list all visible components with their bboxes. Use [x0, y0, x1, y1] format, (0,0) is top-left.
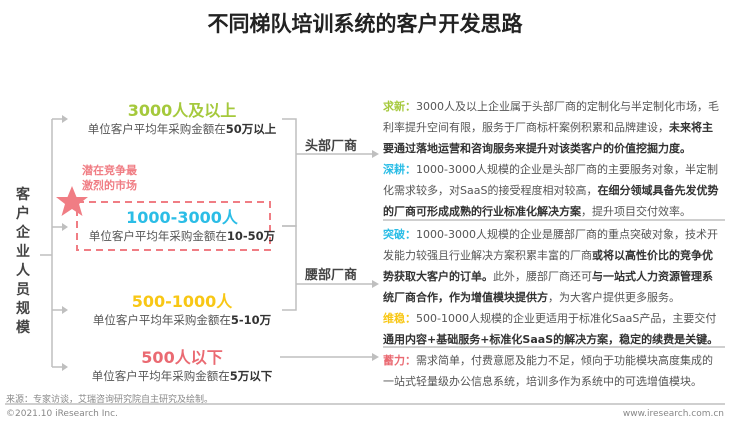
strategy-bold: 通用内容+基础服务+标准化SaaS的解决方案，稳定的续费是关键。	[383, 333, 719, 346]
strategy-bold: 未来将主要通过落地运营和咨询服务来提升对该类客户的价值挖掘力度。	[383, 121, 713, 155]
strategy-key: 求新：	[383, 100, 416, 113]
strategy-text: 1000-3000人规模的企业是腰部厂商的重点突破对象，技术开发能力较强且行业解…	[383, 228, 718, 262]
strategy-key: 深耕：	[383, 163, 416, 176]
tier-sub: 单位客户平均年采购金额在	[92, 313, 231, 327]
callout-line1: 潜在竞争最	[82, 164, 137, 177]
highlight-box	[76, 201, 271, 251]
strategy-text: 需求简单，付费意愿及能力不足，倾向于功能模块高度集成的一站式轻量级办公信息系统，…	[383, 354, 713, 388]
copyright: ©2021.10 iResearch Inc.	[6, 409, 118, 419]
tier-500-1000: 500-1000人 单位客户平均年采购金额在5-10万	[62, 292, 302, 328]
left-axis-label: 客户企业人员规模	[16, 187, 30, 336]
strategy-shengeng: 深耕：1000-3000人规模的企业是头部厂商的主要服务对象，半定制化需求较多，…	[383, 159, 723, 222]
tier-3000-plus: 3000人及以上 单位客户平均年采购金额在50万以上	[62, 101, 302, 137]
tier-value: 5-10万	[230, 313, 272, 327]
vendor-top: 头部厂商	[305, 139, 358, 154]
tier-sub: 单位客户平均年采购金额在	[91, 369, 230, 383]
tier-heading: 3000人及以上	[127, 101, 237, 120]
strategy-tupo: 突破：1000-3000人规模的企业是腰部厂商的重点突破对象，技术开发能力较强且…	[383, 224, 723, 308]
strategy-key: 维稳：	[383, 312, 416, 325]
tier-sub: 单位客户平均年采购金额在	[88, 229, 227, 243]
vendor-waist: 腰部厂商	[305, 268, 358, 283]
callout: 潜在竞争最 激烈的市场	[82, 163, 137, 193]
strategy-text: 1000-3000人规模的企业是头部厂商的主要服务对象，半定制化需求较多，对Sa…	[383, 163, 718, 197]
tier-value: 50万以上	[225, 122, 277, 136]
website-link[interactable]: www.iresearch.com.cn	[622, 409, 724, 419]
strategy-key: 突破：	[383, 228, 416, 241]
tier-value: 10-50万	[226, 229, 276, 243]
strategy-bold: 与一站式人力资源管理系统厂商合作，作为增值模块提供方	[383, 270, 713, 304]
strategy-bold: 或将以高性价比的竞争优势获取大客户的订单。	[383, 249, 713, 283]
source-note: 来源：专家访谈，艾瑞咨询研究院自主研究及绘制。	[6, 395, 214, 405]
tier-heading: 500-1000人	[131, 292, 233, 311]
tier-heading: 1000-3000人	[126, 208, 238, 227]
strategy-text: ，为大客户提供更多服务。	[548, 291, 680, 304]
strategy-text: 3000人及以上企业属于头部厂商的定制化与半定制化市场，毛利率提升空间有限，服务…	[383, 100, 719, 134]
strategy-xuli: 蓄力：需求简单，付费意愿及能力不足，倾向于功能模块高度集成的一站式轻量级办公信息…	[383, 350, 723, 392]
strategy-text: 此外，腰部厂商还可	[493, 270, 592, 283]
strategy-text: ，提升项目交付效率。	[581, 205, 691, 218]
strategy-text: 500-1000人规模的企业更适用于标准化SaaS产品，主要交付	[416, 312, 717, 325]
page-title: 不同梯队培训系统的客户开发思路	[207, 12, 523, 36]
star-icon	[56, 186, 88, 216]
strategy-key: 蓄力：	[383, 354, 416, 367]
tier-heading: 500人以下	[141, 348, 223, 367]
tier-value: 5万以下	[229, 369, 273, 383]
tier-under-500: 500人以下 单位客户平均年采购金额在5万以下	[62, 348, 302, 384]
strategy-qiuxin: 求新：3000人及以上企业属于头部厂商的定制化与半定制化市场，毛利率提升空间有限…	[383, 96, 723, 159]
tier-sub: 单位客户平均年采购金额在	[87, 122, 226, 136]
tier-1000-3000: 1000-3000人 单位客户平均年采购金额在10-50万	[62, 208, 302, 244]
callout-line2: 激烈的市场	[82, 179, 137, 192]
strategy-weiwen: 维稳：500-1000人规模的企业更适用于标准化SaaS产品，主要交付通用内容+…	[383, 308, 723, 350]
strategy-bold: 在细分领域具备先发优势的厂商可形成成熟的行业标准化解决方案	[383, 184, 719, 218]
